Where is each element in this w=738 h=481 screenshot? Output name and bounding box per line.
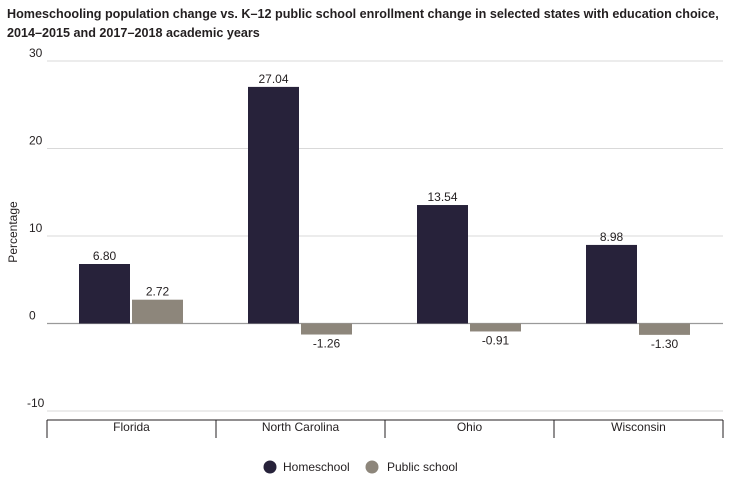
x-tick-label: Florida — [113, 420, 150, 434]
y-tick-label: -10 — [27, 396, 45, 410]
data-label: -1.26 — [313, 337, 341, 351]
x-tick-label: Ohio — [457, 420, 483, 434]
legend-label: Public school — [387, 460, 458, 474]
bar-homeschool-north-carolina — [248, 86, 299, 324]
bar-homeschool-florida — [79, 264, 130, 324]
y-tick-labels: 30 20 10 0 -10 — [27, 46, 45, 410]
legend-marker — [263, 460, 277, 474]
data-labels: 6.80 27.04 13.54 8.98 2.72 -1.26 -0.91 -1.30 — [93, 72, 679, 351]
data-label: 2.72 — [146, 285, 170, 299]
bar-public-school-north-carolina — [301, 323, 352, 335]
x-axis: Florida North Carolina Ohio Wisconsin — [46, 419, 724, 438]
data-label: 27.04 — [258, 72, 288, 86]
chart-title: Homeschooling population change vs. K–12… — [7, 5, 732, 43]
data-label: 8.98 — [600, 230, 624, 244]
y-axis-label: Percentage — [6, 201, 20, 263]
legend: Homeschool Public school — [263, 460, 458, 474]
data-label: -1.30 — [651, 337, 679, 351]
legend-label: Homeschool — [283, 460, 350, 474]
y-tick-label: 10 — [29, 221, 43, 235]
legend-marker — [365, 460, 379, 474]
y-tick-label: 30 — [29, 46, 43, 60]
y-tick-label: 0 — [29, 309, 36, 323]
bars — [79, 86, 690, 335]
data-label: -0.91 — [482, 333, 510, 347]
bar-public-school-florida — [132, 299, 183, 324]
chart-title-line-1: Homeschooling population change vs. K–12… — [7, 7, 719, 21]
x-tick-label: North Carolina — [262, 420, 340, 434]
bar-public-school-ohio — [470, 323, 521, 332]
bar-public-school-wisconsin — [639, 323, 690, 335]
bar-homeschool-wisconsin — [586, 244, 637, 324]
data-label: 13.54 — [427, 190, 457, 204]
chart-title-line-2: 2014–2015 and 2017–2018 academic years — [7, 26, 260, 40]
data-label: 6.80 — [93, 249, 117, 263]
bar-homeschool-ohio — [417, 205, 468, 324]
y-tick-label: 20 — [29, 134, 43, 148]
x-tick-label: Wisconsin — [611, 420, 666, 434]
